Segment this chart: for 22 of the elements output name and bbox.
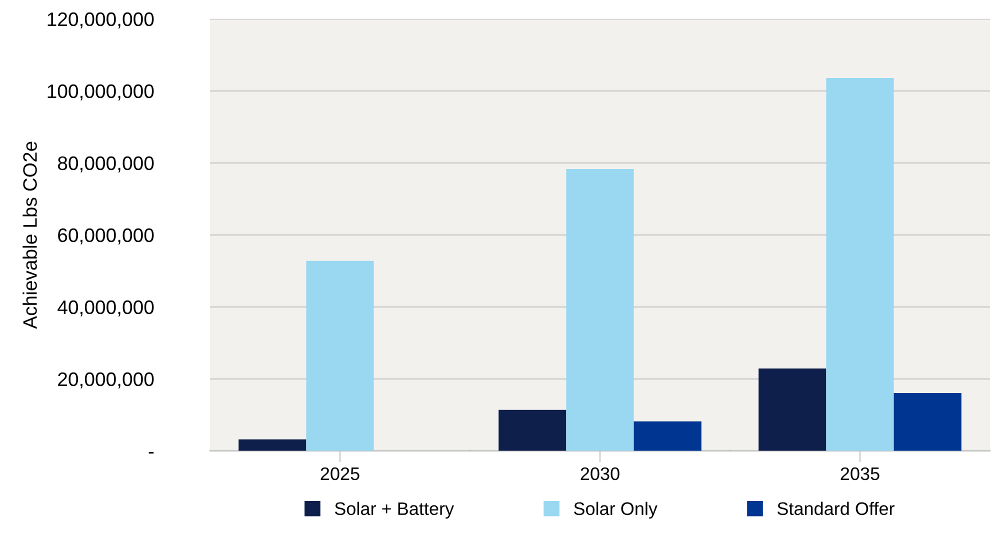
y-tick-label: -	[148, 452, 154, 454]
y-tick-label: 120,000,000	[48, 12, 154, 28]
bar	[758, 368, 826, 451]
y-tick-label: 40,000,000	[58, 300, 154, 316]
bar	[566, 169, 634, 451]
y-axis-title: Achievable Lbs CO2e	[22, 142, 37, 329]
x-tick-label: 2030	[580, 467, 620, 480]
x-tick-label: 2025	[320, 467, 360, 480]
y-tick-label: 20,000,000	[58, 372, 154, 388]
bar	[498, 410, 566, 451]
legend-label: Solar Only	[574, 502, 658, 519]
bar	[826, 78, 894, 451]
legend-label: Standard Offer	[777, 502, 894, 516]
bar	[306, 260, 374, 451]
y-tick-label: 80,000,000	[58, 156, 154, 172]
y-tick-label: 60,000,000	[58, 228, 154, 244]
bar	[238, 439, 306, 451]
legend-label: Solar + Battery	[334, 502, 454, 519]
bar	[634, 421, 702, 451]
y-tick-label: 100,000,000	[48, 84, 154, 100]
bar	[894, 392, 962, 451]
x-tick-label: 2035	[840, 467, 880, 480]
